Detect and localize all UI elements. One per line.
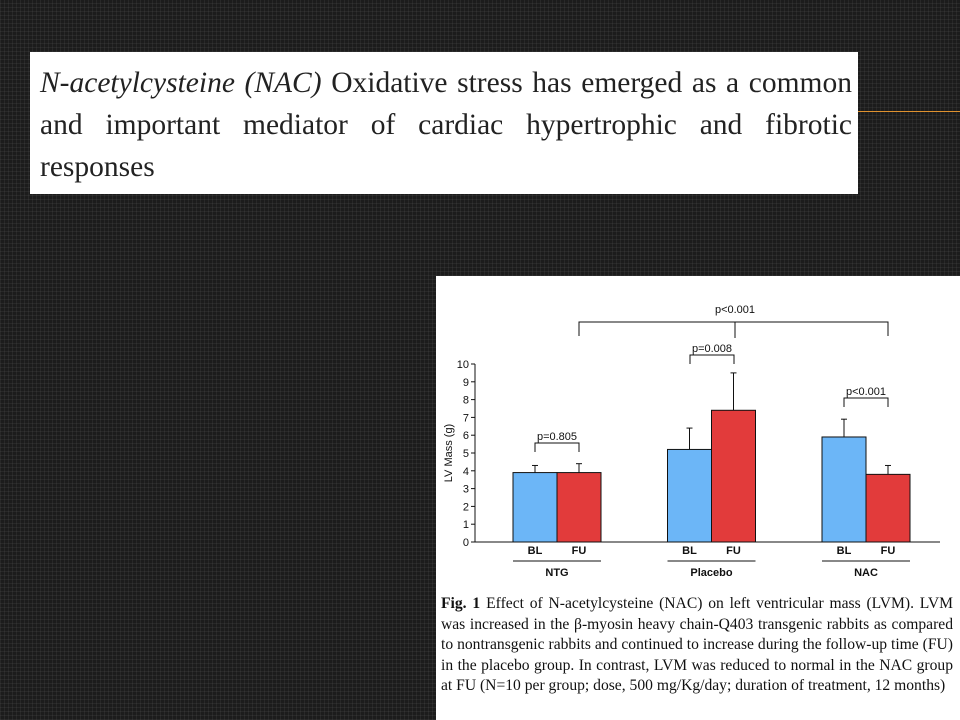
y-tick-label: 1 bbox=[463, 519, 469, 531]
caption: Fig. 1 Effect of N-acetylcysteine (NAC) o… bbox=[441, 594, 953, 697]
y-tick-label: 9 bbox=[463, 377, 469, 389]
y-tick-label: 2 bbox=[463, 501, 469, 513]
bracket bbox=[843, 397, 889, 407]
y-tick-label: 3 bbox=[463, 484, 469, 496]
bar bbox=[865, 473, 911, 543]
bar-label: FU bbox=[881, 545, 896, 557]
heading: N-acetylcysteine (NAC) Oxidative stress … bbox=[40, 62, 852, 188]
annotation: p<0.001 bbox=[846, 386, 886, 398]
bar-label: BL bbox=[682, 545, 697, 557]
bar-label: BL bbox=[528, 545, 543, 557]
y-tick-label: 4 bbox=[463, 466, 469, 478]
bracket bbox=[689, 354, 735, 364]
bracket bbox=[534, 442, 580, 452]
caption-label: Fig. 1 bbox=[441, 595, 481, 612]
y-tick-label: 8 bbox=[463, 395, 469, 407]
x-tick-label: NAC bbox=[854, 567, 878, 579]
bar-label: FU bbox=[726, 545, 741, 557]
bar bbox=[512, 472, 558, 543]
heading-text: Oxidative stress has emerged as a common… bbox=[40, 67, 852, 183]
y-tick-label: 7 bbox=[463, 412, 469, 424]
bracket bbox=[578, 321, 889, 338]
y-tick-label: 6 bbox=[463, 430, 469, 442]
bar bbox=[556, 472, 602, 543]
bar bbox=[711, 409, 756, 543]
heading-italic: N-acetylcysteine (NAC) bbox=[40, 67, 322, 99]
bar-label: FU bbox=[572, 545, 587, 557]
annotation: p=0.805 bbox=[537, 431, 577, 443]
x-tick-label: Placebo bbox=[690, 567, 732, 579]
annotation: p<0.001 bbox=[715, 304, 755, 316]
y-axis-label: LV Mass (g) bbox=[443, 424, 455, 482]
accent-line bbox=[858, 111, 960, 112]
bar bbox=[821, 436, 867, 543]
y-tick-label: 0 bbox=[463, 537, 469, 549]
y-tick-label: 5 bbox=[463, 448, 469, 460]
bar-label: BL bbox=[837, 545, 852, 557]
bar bbox=[667, 448, 712, 543]
annotation: p=0.008 bbox=[692, 343, 732, 355]
y-tick-label: 10 bbox=[457, 359, 469, 371]
caption-text: Effect of N-acetylcysteine (NAC) on left… bbox=[441, 595, 954, 694]
x-tick-label: NTG bbox=[545, 567, 568, 579]
heading-box bbox=[30, 52, 858, 194]
